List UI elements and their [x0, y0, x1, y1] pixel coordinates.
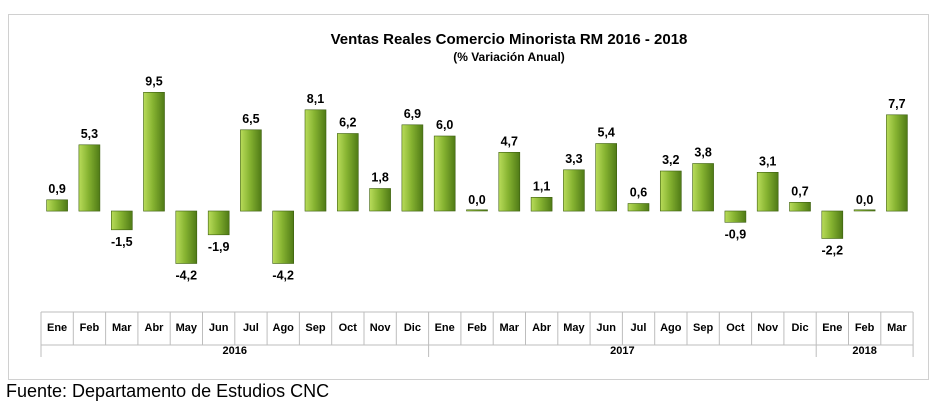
bar-10	[369, 188, 391, 212]
bar-1	[78, 144, 101, 212]
bar-22	[756, 172, 779, 212]
category-label-4: May	[176, 322, 198, 334]
bar-4	[175, 210, 198, 264]
value-label-23: 0,7	[791, 184, 808, 198]
group-label-1: 2017	[610, 345, 634, 357]
value-label-14: 4,7	[501, 134, 518, 148]
bar-20	[692, 163, 714, 212]
category-label-11: Dic	[404, 322, 421, 334]
value-label-9: 6,2	[339, 116, 356, 130]
chart-frame: Ventas Reales Comercio Minorista RM 2016…	[8, 14, 929, 380]
category-label-7: Ago	[273, 322, 295, 334]
bar-15	[530, 197, 553, 212]
bar-12	[433, 135, 456, 212]
bar-19	[659, 170, 682, 212]
bar-18	[627, 203, 650, 212]
value-label-25: 0,0	[856, 193, 873, 207]
category-label-10: Nov	[370, 322, 392, 334]
bar-17	[595, 143, 618, 212]
category-label-19: Ago	[660, 322, 682, 334]
group-label-0: 2016	[223, 345, 247, 357]
category-label-22: Nov	[757, 322, 779, 334]
value-label-13: 0,0	[468, 193, 485, 207]
category-label-18: Jul	[631, 322, 647, 334]
value-label-15: 1,1	[533, 179, 550, 193]
source-note: Fuente: Departamento de Estudios CNC	[6, 381, 330, 401]
category-label-2: Mar	[112, 322, 132, 334]
value-label-16: 3,3	[565, 152, 582, 166]
category-label-0: Ene	[47, 322, 67, 334]
bar-7	[272, 210, 295, 264]
bar-14	[498, 152, 521, 212]
group-label-2: 2018	[852, 345, 876, 357]
bar-0	[46, 199, 68, 212]
bar-13	[466, 209, 488, 212]
bar-21	[724, 210, 747, 223]
bar-8	[304, 109, 327, 212]
bar-24	[821, 210, 844, 239]
bar-26	[886, 114, 908, 212]
value-labels-layer: 0,9 5,3 -1,5 9,5 -4,2 -1,9 6,5 -4,2 8,1 6,2 1,8 6,9…	[48, 74, 905, 282]
bar-25	[853, 209, 876, 212]
category-axis: Ene Feb Mar Abr May Jun Jul Ago Sep Oct Nov Dic Ene F…	[40, 311, 914, 357]
value-label-26: 7,7	[888, 97, 905, 111]
bar-2	[111, 210, 133, 231]
value-label-22: 3,1	[759, 154, 776, 168]
value-label-5: -1,9	[208, 240, 230, 254]
value-label-0: 0,9	[48, 182, 65, 196]
category-label-15: Abr	[532, 322, 552, 334]
value-label-7: -4,2	[272, 269, 294, 283]
category-label-16: May	[563, 322, 585, 334]
value-label-3: 9,5	[145, 74, 162, 88]
bars-layer	[46, 92, 908, 264]
bar-chart: Ventas Reales Comercio Minorista RM 2016…	[40, 31, 914, 357]
category-label-17: Jun	[596, 322, 616, 334]
bar-5	[207, 210, 230, 236]
value-label-6: 6,5	[242, 112, 259, 126]
value-label-2: -1,5	[111, 235, 133, 249]
value-label-11: 6,9	[404, 107, 421, 121]
category-label-6: Jul	[243, 322, 259, 334]
value-label-24: -2,2	[822, 244, 844, 258]
category-label-5: Jun	[209, 322, 229, 334]
category-label-14: Mar	[500, 322, 520, 334]
bar-9	[336, 133, 359, 212]
category-label-23: Dic	[791, 322, 808, 334]
category-label-9: Oct	[339, 322, 358, 334]
bar-3	[143, 92, 165, 212]
bar-11	[401, 124, 424, 212]
value-label-8: 8,1	[307, 92, 324, 106]
category-label-21: Oct	[726, 322, 745, 334]
chart-subtitle: (% Variación Anual)	[453, 50, 565, 64]
category-label-26: Mar	[887, 322, 907, 334]
value-label-4: -4,2	[176, 269, 198, 283]
category-label-1: Feb	[80, 322, 100, 334]
value-label-20: 3,8	[694, 146, 711, 160]
bar-16	[563, 169, 585, 212]
value-label-1: 5,3	[81, 127, 98, 141]
value-label-19: 3,2	[662, 153, 679, 167]
value-label-12: 6,0	[436, 118, 453, 132]
bar-6	[240, 129, 262, 212]
bar-23	[789, 202, 811, 212]
category-label-20: Sep	[693, 322, 713, 334]
category-label-25: Feb	[855, 322, 875, 334]
category-label-3: Abr	[145, 322, 165, 334]
category-label-8: Sep	[305, 322, 325, 334]
value-label-17: 5,4	[598, 126, 615, 140]
category-label-13: Feb	[467, 322, 487, 334]
value-label-10: 1,8	[371, 171, 388, 185]
value-label-21: -0,9	[725, 227, 747, 241]
category-label-24: Ene	[822, 322, 842, 334]
category-label-12: Ene	[435, 322, 455, 334]
chart-title: Ventas Reales Comercio Minorista RM 2016…	[331, 31, 688, 48]
value-label-18: 0,6	[630, 186, 647, 200]
